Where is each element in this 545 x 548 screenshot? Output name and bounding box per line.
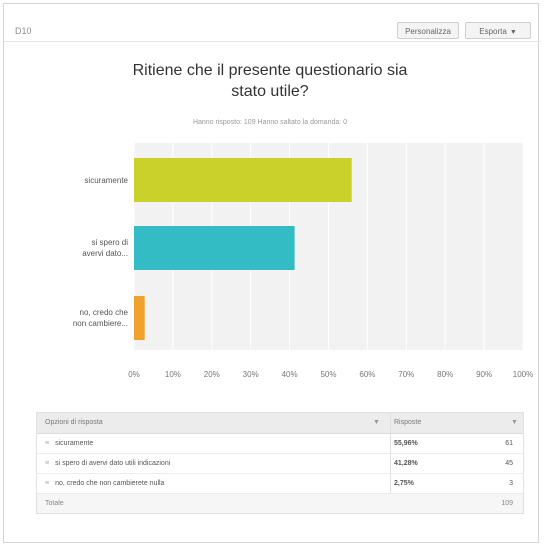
bar[interactable] [134,296,145,340]
category-label: sicuramente [20,175,128,186]
table-row: ≡ sicuramente 55,96% 61 [37,434,523,454]
chart-title-line1: Ritiene che il presente questionario sia [132,62,408,79]
sort-icon[interactable]: ▼ [511,419,518,426]
table-row: ≡ si spero di avervi dato utili indicazio… [37,454,523,474]
x-tick-label: 100% [512,370,534,379]
option-label: no, credo che non cambierete nulla [55,480,165,487]
export-button[interactable]: Esporta ▼ [465,22,531,39]
category-label-line: sicuramente [84,175,128,185]
x-tick-label: 80% [437,370,454,379]
column-header-responses[interactable]: Risposte [394,419,422,426]
response-summary: Hanno risposto: 109 Hanno saltato la dom… [192,119,348,126]
chart-title: Ritiene che il presente questionario sia… [100,60,440,102]
response-count: 3 [509,480,513,487]
drag-handle-icon[interactable]: ≡ [45,460,50,467]
category-label-line: no, credo che [79,308,128,317]
bar[interactable] [134,226,295,270]
response-count: 61 [505,440,513,447]
x-tick-label: 40% [281,370,298,379]
bars [134,158,352,340]
chevron-down-icon: ▼ [509,29,517,36]
total-count: 109 [501,500,513,507]
x-tick-label: 60% [359,370,376,379]
category-label: si spero di avervi dato... [20,237,128,259]
sort-icon[interactable]: ▼ [373,419,380,426]
drag-handle-icon[interactable]: ≡ [45,480,50,487]
response-percent: 41,28% [394,460,418,467]
option-label: si spero di avervi dato utili indicazion… [55,460,171,467]
column-divider [390,454,391,473]
total-row: Totale 109 [37,494,523,513]
option-label: sicuramente [55,440,94,447]
x-tick-label: 10% [164,370,181,379]
response-percent: 55,96% [394,440,418,447]
header-divider [4,41,541,42]
x-tick-label: 30% [242,370,259,379]
x-tick-label: 0% [128,370,140,379]
question-id: D10 [15,26,32,36]
response-count: 45 [505,460,513,467]
x-tick-label: 90% [476,370,493,379]
category-label-line: non cambiere... [72,319,128,328]
table-row: ≡ no, credo che non cambierete nulla 2,75… [37,474,523,494]
drag-handle-icon[interactable]: ≡ [45,440,50,447]
x-tick-label: 70% [398,370,415,379]
x-tick-label: 20% [203,370,220,379]
column-divider [390,434,391,453]
column-divider [390,413,391,433]
export-label: Esporta [479,27,507,36]
column-header-options[interactable]: Opzioni di risposta [45,419,103,426]
category-label-line: si spero di [91,238,128,247]
customize-button[interactable]: Personalizza [397,22,459,39]
bar[interactable] [134,158,352,202]
responses-table: Opzioni di risposta ▼ Risposte ▼ ≡ sicura… [36,412,524,514]
chart-title-line2: stato utile? [231,83,309,100]
column-divider [390,474,391,493]
category-label-line: avervi dato... [82,249,128,258]
table-header: Opzioni di risposta ▼ Risposte ▼ [37,413,523,434]
total-label: Totale [45,500,64,507]
x-tick-label: 50% [320,370,337,379]
category-label: no, credo che non cambiere... [20,307,128,329]
response-percent: 2,75% [394,480,414,487]
